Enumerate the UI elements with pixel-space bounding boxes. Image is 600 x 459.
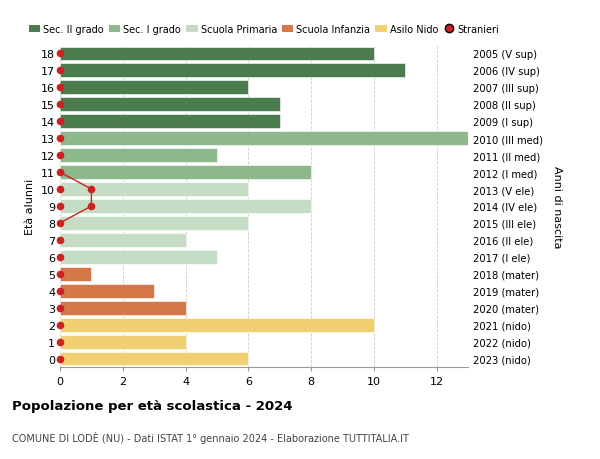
Bar [60,335,185,349]
Bar [60,250,217,264]
Bar [60,115,280,129]
Bar [60,284,154,298]
Legend: Sec. II grado, Sec. I grado, Scuola Primaria, Scuola Infanzia, Asilo Nido, Stran: Sec. II grado, Sec. I grado, Scuola Prim… [29,25,499,34]
Bar [60,81,248,95]
Bar [60,234,185,247]
Bar [60,352,248,366]
Text: COMUNE DI LODÈ (NU) - Dati ISTAT 1° gennaio 2024 - Elaborazione TUTTITALIA.IT: COMUNE DI LODÈ (NU) - Dati ISTAT 1° genn… [12,431,409,443]
Bar [60,267,91,281]
Bar [60,183,248,196]
Bar [60,200,311,213]
Y-axis label: Anni di nascita: Anni di nascita [553,165,562,248]
Bar [60,166,311,179]
Bar [60,149,217,163]
Bar [60,64,405,78]
Bar [60,318,374,332]
Text: Popolazione per età scolastica - 2024: Popolazione per età scolastica - 2024 [12,399,293,412]
Bar [60,132,468,146]
Bar [60,98,280,112]
Bar [60,217,248,230]
Y-axis label: Età alunni: Età alunni [25,179,35,235]
Bar [60,301,185,315]
Bar [60,47,374,62]
